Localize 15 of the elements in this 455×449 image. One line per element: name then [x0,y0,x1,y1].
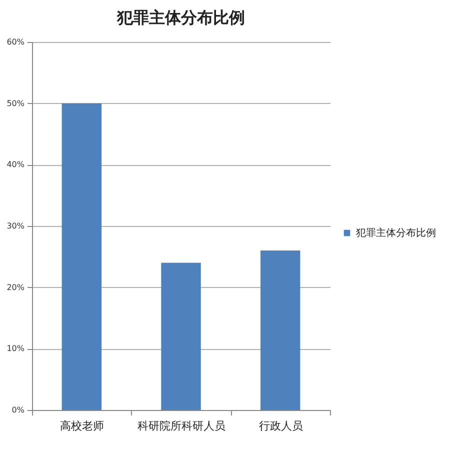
y-tick-label: 60% [6,38,25,46]
y-tick-label: 40% [6,160,25,170]
chart-title: 犯罪主体分布比例 [116,8,245,27]
x-tick-label: 科研院所科研人员 [138,420,226,432]
y-tick-label: 30% [6,222,25,230]
y-tick-label: 0% [12,406,25,414]
x-tick-label: 高校老师 [60,420,104,432]
bar [260,250,300,410]
bar [62,103,102,410]
y-tick-label: 20% [6,282,25,292]
y-tick-label: 10% [6,344,25,354]
x-tick-label: 行政人员 [258,420,303,432]
y-tick-label: 50% [6,98,25,108]
legend-label: 犯罪主体分布比例 [356,227,436,239]
bar [161,262,201,410]
